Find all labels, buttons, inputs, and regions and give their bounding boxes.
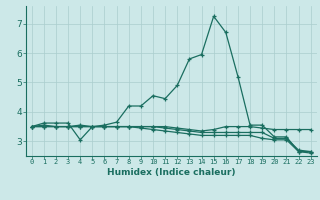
X-axis label: Humidex (Indice chaleur): Humidex (Indice chaleur) bbox=[107, 168, 236, 177]
